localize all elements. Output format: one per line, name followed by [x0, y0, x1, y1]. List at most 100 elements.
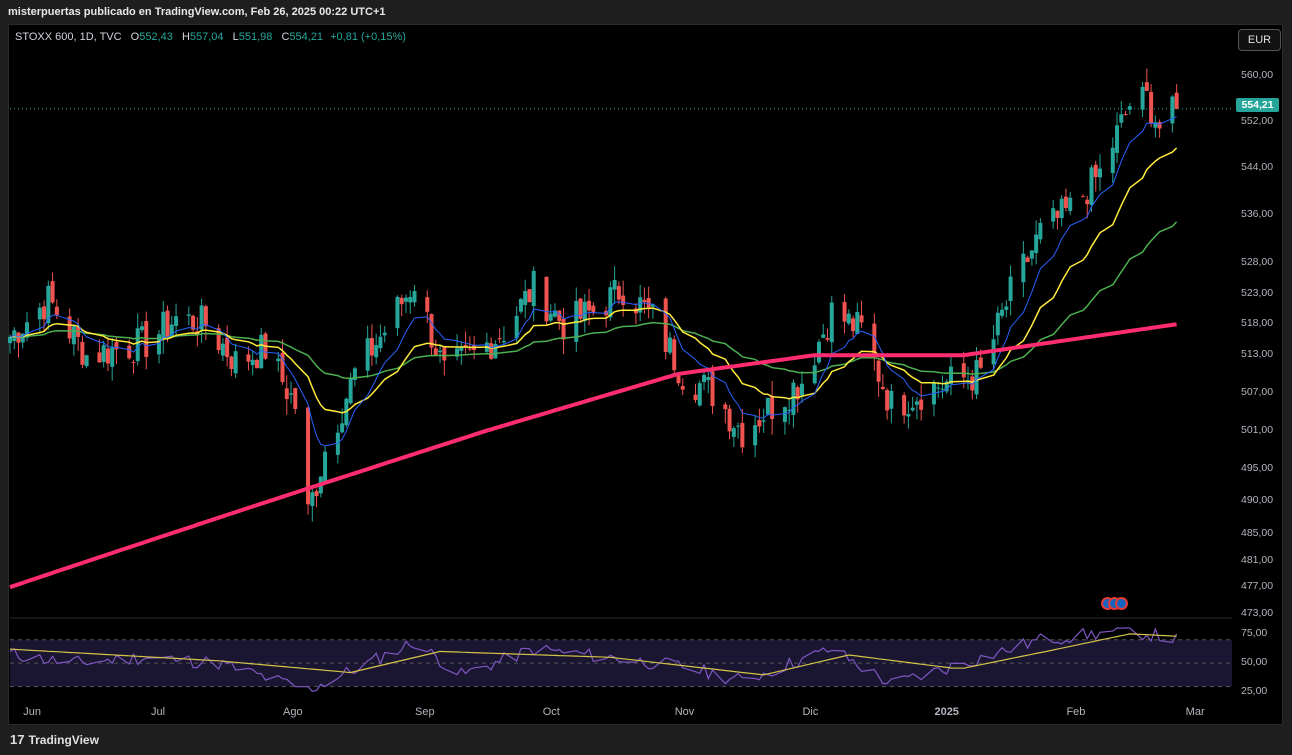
candle-body	[765, 397, 770, 415]
candle-body	[1115, 125, 1120, 153]
close-label: C	[281, 31, 290, 43]
candle-body	[110, 347, 115, 367]
candle-body	[1127, 106, 1132, 110]
tradingview-footer[interactable]: 17 TradingView	[10, 732, 99, 747]
candle-body	[727, 408, 732, 432]
candle-body	[821, 334, 826, 338]
candle-body	[787, 409, 792, 411]
time-tick-label: Dic	[802, 706, 819, 718]
price-tick-label: 473,00	[1241, 607, 1274, 619]
open-label: O	[130, 31, 140, 43]
price-tick-label: 544,00	[1241, 161, 1274, 174]
candle-body	[736, 425, 741, 427]
candle-body	[782, 407, 787, 423]
high-value: 557,04	[189, 31, 224, 43]
rsi-tick-label: 75,00	[1241, 626, 1268, 639]
candle-body	[1140, 86, 1145, 110]
candle-body	[382, 332, 387, 336]
candle-body	[1059, 198, 1064, 219]
candle-body	[1080, 196, 1085, 198]
candle-body	[1153, 122, 1158, 128]
candle-body	[80, 341, 85, 365]
candle-body	[50, 281, 55, 303]
change-value: +0,81 (+0,15%)	[330, 31, 406, 43]
candle-body	[676, 374, 681, 384]
price-tick-label: 490,00	[1241, 494, 1274, 507]
candle-body	[169, 324, 174, 336]
candle-body	[910, 407, 915, 411]
price-tick-label: 501,00	[1241, 423, 1274, 436]
price-tick-label: 513,00	[1241, 348, 1274, 361]
time-tick-label: Nov	[674, 706, 695, 718]
candle-body	[889, 390, 894, 409]
candle-body	[1051, 208, 1056, 222]
currency-button[interactable]: EUR	[1238, 29, 1281, 51]
candle-body	[306, 407, 311, 505]
time-tick-label: Jun	[23, 706, 42, 718]
candle-body	[254, 359, 259, 369]
candle-body	[663, 298, 668, 352]
candle-body	[693, 394, 698, 400]
candle-body	[944, 381, 949, 392]
brand-name: TradingView	[28, 733, 99, 747]
rsi-tick-label: 25,00	[1241, 685, 1268, 698]
price-tick-label: 552,00	[1241, 114, 1274, 127]
candle-body	[135, 328, 140, 362]
event-icon[interactable]	[1115, 597, 1128, 610]
candle-body	[335, 432, 340, 455]
rsi-ma-line	[9, 633, 1177, 676]
candle-body	[1085, 199, 1090, 205]
time-tick-label: Feb	[1066, 706, 1086, 718]
publisher-header: misterpuertas publicado en TradingView.c…	[8, 6, 386, 18]
candle-body	[1008, 276, 1013, 302]
candle-body	[1034, 234, 1039, 253]
price-tick-label: 507,00	[1241, 385, 1274, 398]
candle-body	[1068, 197, 1073, 211]
price-tick-label: 477,00	[1241, 580, 1274, 593]
candle-body	[220, 343, 225, 356]
candle-body	[323, 451, 328, 482]
events-markers[interactable]	[1101, 597, 1128, 615]
candle-body	[553, 310, 558, 317]
candle-body	[259, 334, 264, 369]
candle-body	[514, 315, 519, 339]
time-tick-label: Jul	[151, 706, 166, 718]
candle-body	[1093, 164, 1098, 178]
candle-body	[702, 374, 707, 383]
candle-body	[340, 423, 345, 433]
candle-body	[531, 270, 536, 307]
candle-body	[84, 355, 89, 367]
candle-body	[280, 352, 285, 383]
candle-body	[518, 299, 523, 312]
candle-body	[395, 296, 400, 329]
candle-body	[770, 396, 775, 420]
candle-body	[1025, 257, 1030, 263]
candle-body	[203, 306, 208, 327]
chart-pane[interactable]	[8, 24, 1283, 725]
candle-body	[71, 326, 76, 345]
candle-body	[1110, 147, 1115, 174]
symbol-legend: STOXX 600, 1D, TVC O552,43 H557,04 L551,…	[15, 31, 406, 43]
candle-body	[493, 344, 498, 359]
price-tick-label: 485,00	[1241, 527, 1274, 540]
candle-body	[812, 365, 817, 384]
last-price-tag: 554,21	[1236, 98, 1279, 112]
time-tick-label: Ago	[283, 706, 303, 718]
candle-body	[246, 354, 251, 362]
candle-body	[761, 420, 766, 422]
candle-body	[348, 377, 353, 404]
candle-body	[433, 348, 438, 356]
time-tick-label: Mar	[1185, 706, 1205, 718]
ema-mid-line	[9, 147, 1178, 414]
candle-body	[710, 371, 715, 407]
candle-body	[880, 386, 885, 390]
candle-body	[378, 336, 383, 349]
rsi-line	[9, 627, 1178, 692]
candle-body	[46, 285, 51, 324]
candle-body	[442, 347, 447, 361]
time-tick-label: Sep	[415, 706, 435, 718]
rsi-tick-label: 50,00	[1241, 656, 1268, 669]
candle-body	[374, 345, 379, 358]
candle-body	[902, 395, 907, 416]
